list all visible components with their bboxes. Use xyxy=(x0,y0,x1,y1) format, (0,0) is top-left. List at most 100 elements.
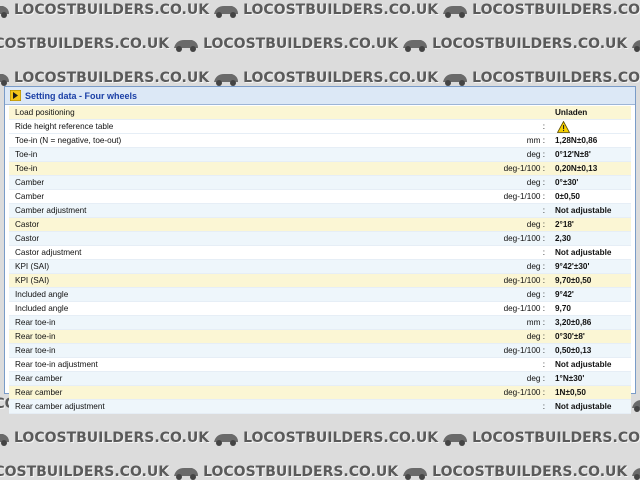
watermark-text: LOCOSTBUILDERS.CO.UK xyxy=(432,36,628,52)
table-row: Rear camber adjustment: Not adjustable xyxy=(9,400,631,414)
car-logo-icon xyxy=(212,430,240,446)
watermark-text: LOCOSTBUILDERS.CO.UK xyxy=(243,70,439,86)
car-logo-icon xyxy=(441,430,469,446)
row-value: 3,20±0,86 xyxy=(545,318,591,327)
row-label: KPI (SAI) xyxy=(15,276,50,285)
row-value-text: 3,20±0,86 xyxy=(555,318,592,327)
car-logo-icon xyxy=(0,2,11,18)
row-label: Castor adjustment xyxy=(15,248,82,257)
car-logo-icon xyxy=(630,36,640,52)
row-value: 0°30'±8' xyxy=(545,332,585,341)
row-label: Castor xyxy=(15,220,40,229)
row-value-text: Not adjustable xyxy=(555,206,612,215)
row-value-text: 9°42'±30' xyxy=(555,262,590,271)
row-value-text: 0°30'±8' xyxy=(555,332,585,341)
car-logo-icon xyxy=(401,464,429,480)
row-label: Rear camber xyxy=(15,388,63,397)
settings-table: Load positioning Unladen Ride height refer… xyxy=(5,105,635,414)
car-logo-icon xyxy=(212,2,240,18)
table-row: Camber adjustment: Not adjustable xyxy=(9,204,631,218)
car-logo-icon xyxy=(172,36,200,52)
row-value-text: 9°42' xyxy=(555,290,574,299)
table-row: Included angle deg : 9°42' xyxy=(9,288,631,302)
row-unit: deg-1/100 : xyxy=(503,164,545,173)
watermark-text: LOCOSTBUILDERS.CO.UK xyxy=(432,464,628,480)
table-row: Rear toe-in adjustment: Not adjustable xyxy=(9,358,631,372)
row-label: Included angle xyxy=(15,304,69,313)
panel-title: Setting data - Four wheels xyxy=(25,90,138,101)
watermark-text: LOCOSTBUILDERS.CO.UK xyxy=(243,430,439,446)
row-label: Camber adjustment xyxy=(15,206,87,215)
row-label: Rear camber adjustment xyxy=(15,402,105,411)
table-row: Load positioning Unladen xyxy=(9,106,631,120)
row-value-text: 0,20N±0,13 xyxy=(555,164,598,173)
car-logo-icon xyxy=(441,2,469,18)
row-label: Rear toe-in xyxy=(15,318,56,327)
table-row: Rear toe-in deg-1/100 : 0,50±0,13 xyxy=(9,344,631,358)
table-row: Castor adjustment: Not adjustable xyxy=(9,246,631,260)
row-unit: deg : xyxy=(526,150,545,159)
watermark-text: LOCOSTBUILDERS.CO.UK xyxy=(14,430,210,446)
table-row: Ride height reference table: xyxy=(9,120,631,134)
row-label: Ride height reference table xyxy=(15,122,114,131)
row-value-text: 9,70 xyxy=(555,304,571,313)
row-value-text: 2,30 xyxy=(555,234,571,243)
row-label: Load positioning xyxy=(15,108,75,117)
table-row: Toe-in deg-1/100 : 0,20N±0,13 xyxy=(9,162,631,176)
row-unit: mm : xyxy=(526,318,545,327)
row-unit: deg-1/100 : xyxy=(503,304,545,313)
row-value-text: 0,50±0,13 xyxy=(555,346,592,355)
row-value: 1°N±30' xyxy=(545,374,584,383)
row-value: Not adjustable xyxy=(545,402,611,411)
row-label: Rear camber xyxy=(15,374,63,383)
warning-icon xyxy=(557,120,570,133)
row-value-text: Not adjustable xyxy=(555,360,612,369)
table-row: Castor deg : 2°18' xyxy=(9,218,631,232)
row-value-text: 1°N±30' xyxy=(555,374,585,383)
row-label: Toe-in xyxy=(15,150,38,159)
row-label: Rear toe-in xyxy=(15,346,56,355)
row-value: 2°18' xyxy=(545,220,574,229)
watermark-text: LOCOSTBUILDERS.CO.UK xyxy=(203,36,399,52)
car-logo-icon xyxy=(630,464,640,480)
watermark-row: LOCOSTBUILDERS.CO.UK LOCOSTBUILDERS.CO.UK… xyxy=(0,430,640,446)
table-row: Rear camber deg-1/100 : 1N±0,50 xyxy=(9,386,631,400)
table-row: KPI (SAI) deg-1/100 : 9,70±0,50 xyxy=(9,274,631,288)
row-value: 1,28N±0,86 xyxy=(545,136,597,145)
table-row: Castor deg-1/100 : 2,30 xyxy=(9,232,631,246)
watermark-row: LOCOSTBUILDERS.CO.UK LOCOSTBUILDERS.CO.UK… xyxy=(0,36,640,52)
car-logo-icon xyxy=(441,70,469,86)
chevron-right-icon xyxy=(10,90,21,101)
row-label: Included angle xyxy=(15,290,69,299)
watermark-text: LOCOSTBUILDERS.CO.UK xyxy=(472,70,640,86)
row-unit: deg : xyxy=(526,374,545,383)
row-value: 2,30 xyxy=(545,234,571,243)
row-unit: : xyxy=(542,248,545,257)
row-value: Not adjustable xyxy=(545,360,611,369)
row-label: Camber xyxy=(15,178,45,187)
watermark-text: LOCOSTBUILDERS.CO.UK xyxy=(472,430,640,446)
row-value-text: 0°±30' xyxy=(555,178,579,187)
row-label: Castor xyxy=(15,234,40,243)
row-unit: deg-1/100 : xyxy=(503,192,545,201)
car-logo-icon xyxy=(172,464,200,480)
row-label: Toe-in (N = negative, toe-out) xyxy=(15,136,122,145)
row-value-text: Not adjustable xyxy=(555,402,612,411)
row-value: Not adjustable xyxy=(545,248,611,257)
car-logo-icon xyxy=(0,70,11,86)
row-value: 9°42' xyxy=(545,290,574,299)
row-unit: deg : xyxy=(526,220,545,229)
row-value-text: Not adjustable xyxy=(555,248,612,257)
row-unit: : xyxy=(542,402,545,411)
row-value: Unladen xyxy=(545,108,587,117)
row-value-text: 1,28N±0,86 xyxy=(555,136,598,145)
row-unit: deg-1/100 : xyxy=(503,346,545,355)
setting-data-panel: Setting data - Four wheels Load position… xyxy=(4,86,636,414)
watermark-text: LOCOSTBUILDERS.CO.UK xyxy=(14,70,210,86)
watermark-row: LOCOSTBUILDERS.CO.UK LOCOSTBUILDERS.CO.UK… xyxy=(0,70,640,86)
row-value xyxy=(545,120,570,133)
row-value: 9,70 xyxy=(545,304,571,313)
row-value: 9°42'±30' xyxy=(545,262,589,271)
table-row: Rear toe-in deg : 0°30'±8' xyxy=(9,330,631,344)
row-unit: : xyxy=(542,360,545,369)
